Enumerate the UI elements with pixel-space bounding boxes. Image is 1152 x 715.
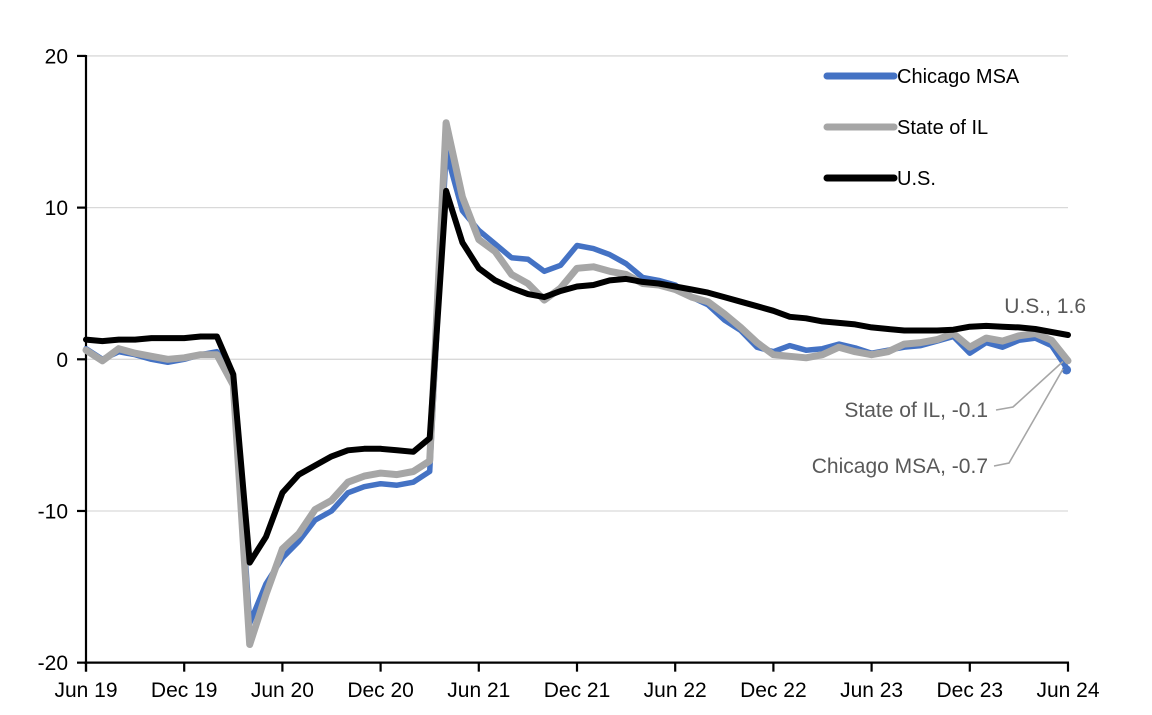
legend-item-chicago-msa: Chicago MSA [823, 66, 1020, 88]
x-tick-label: Jun 19 [54, 679, 117, 702]
legend-label-state-of-il: State of IL [897, 117, 988, 139]
annotation-state-of-il: State of IL, -0.1 [844, 399, 988, 422]
series-line-state-of-il [82, 119, 1072, 648]
x-tick-label: Jun 23 [840, 679, 903, 702]
y-axis-tick-labels: 20 10 0 -10 -20 [38, 45, 68, 675]
annotation-chicago-msa: Chicago MSA, -0.7 [812, 455, 988, 478]
series-line-u-s- [83, 187, 1071, 566]
legend-item-us: U.S. [823, 168, 936, 190]
x-tick-label: Jun 21 [447, 679, 510, 702]
y-tick-label: -20 [38, 652, 68, 675]
x-tick-label: Dec 21 [544, 679, 611, 702]
y-tick-label: 0 [56, 349, 68, 372]
data-series-lines [82, 119, 1072, 648]
series-end-annotations: U.S., 1.6 State of IL, -0.1 Chicago MSA,… [812, 295, 1086, 478]
legend-item-state-of-il: State of IL [823, 117, 988, 139]
y-tick-label: -10 [38, 500, 68, 523]
gridlines [86, 55, 1068, 512]
series-end-dot [1061, 365, 1072, 375]
chicago-msa-leader-line [993, 368, 1064, 467]
legend: Chicago MSA State of IL U.S. [823, 66, 1020, 190]
x-tick-label: Dec 19 [151, 679, 218, 702]
legend-label-us: U.S. [897, 168, 936, 190]
axes [77, 54, 1070, 672]
x-axis-tick-labels: Jun 19 Dec 19 Jun 20 Dec 20 Jun 21 Dec 21 Jun … [54, 679, 1099, 702]
x-tick-label: Dec 23 [937, 679, 1004, 702]
annotation-leader-lines [993, 360, 1064, 467]
x-tick-label: Dec 20 [347, 679, 414, 702]
annotation-us: U.S., 1.6 [1004, 295, 1086, 318]
x-tick-label: Jun 22 [644, 679, 707, 702]
x-tick-label: Jun 20 [251, 679, 314, 702]
y-tick-label: 20 [45, 45, 68, 68]
state-of-il-leader-line [995, 360, 1064, 411]
x-tick-label: Dec 22 [740, 679, 807, 702]
legend-label-chicago-msa: Chicago MSA [897, 66, 1020, 88]
y-tick-label: 10 [45, 197, 68, 220]
x-tick-label: Jun 24 [1036, 679, 1099, 702]
